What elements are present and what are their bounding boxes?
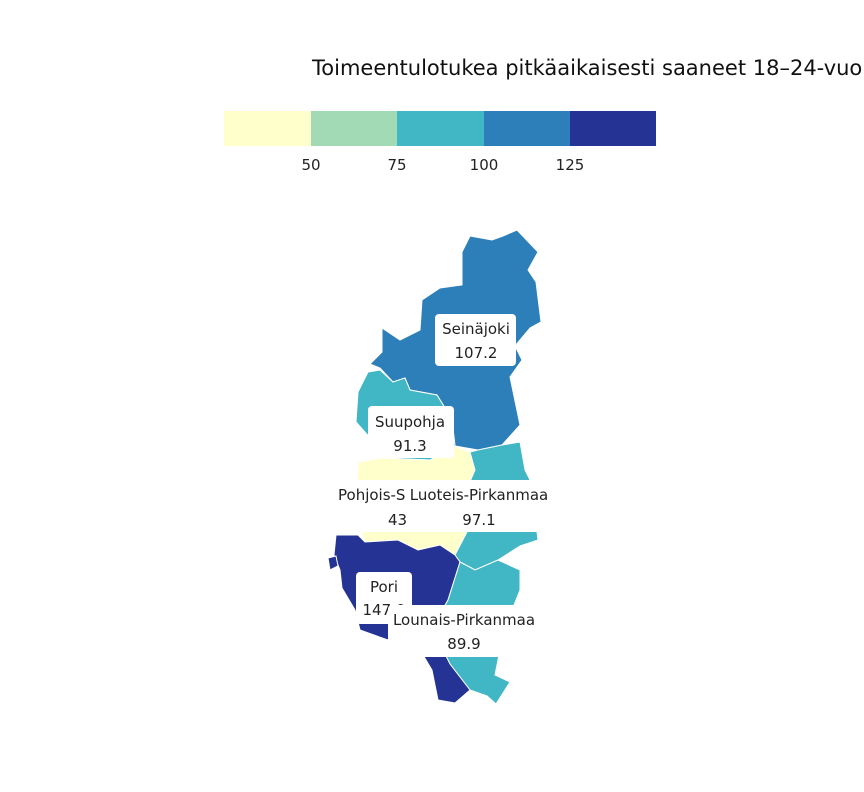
label-pori-name: Pori: [370, 578, 398, 596]
label-pohjois-satakunta-name: Pohjois-S: [338, 486, 405, 504]
map-title: Toimeentulotukea pitkäaikaisesti saaneet…: [312, 56, 863, 80]
label-seinajoki: Seinäjoki 107.2: [435, 314, 516, 366]
label-suupohja-value: 91.3: [393, 437, 426, 455]
legend-swatch-4: [484, 111, 570, 146]
label-suupohja-name: Suupohja: [375, 413, 445, 431]
label-seinajoki-name: Seinäjoki: [442, 320, 510, 338]
color-legend: 50 75 100 125: [224, 111, 656, 174]
label-lounais-pirkanmaa-value: 89.9: [447, 635, 480, 653]
label-luoteis-pirkanmaa-value: 97.1: [462, 511, 495, 529]
legend-swatch-2: [311, 111, 397, 146]
region-labels: Seinäjoki 107.2 Suupohja 91.3 Pohjois-S …: [326, 314, 548, 657]
label-lounais-pirkanmaa-name: Lounais-Pirkanmaa: [393, 611, 535, 629]
label-lounais-pirkanmaa: Lounais-Pirkanmaa 89.9: [388, 605, 540, 657]
legend-tick-125: 125: [556, 156, 585, 174]
label-pohjois-satakunta-value: 43: [388, 511, 407, 529]
region-pori-islet: [327, 555, 339, 571]
legend-tick-100: 100: [470, 156, 499, 174]
label-seinajoki-value: 107.2: [455, 344, 498, 362]
legend-swatch-5: [570, 111, 656, 146]
label-luoteis-pirkanmaa: Luoteis-Pirkanmaa 97.1: [406, 480, 548, 532]
label-suupohja: Suupohja 91.3: [368, 406, 454, 458]
legend-swatch-1: [224, 111, 311, 146]
label-luoteis-pirkanmaa-name: Luoteis-Pirkanmaa: [410, 486, 548, 504]
label-pohjois-satakunta: Pohjois-S 43: [326, 480, 412, 532]
legend-swatch-3: [397, 111, 484, 146]
legend-tick-50: 50: [301, 156, 320, 174]
legend-tick-75: 75: [387, 156, 406, 174]
